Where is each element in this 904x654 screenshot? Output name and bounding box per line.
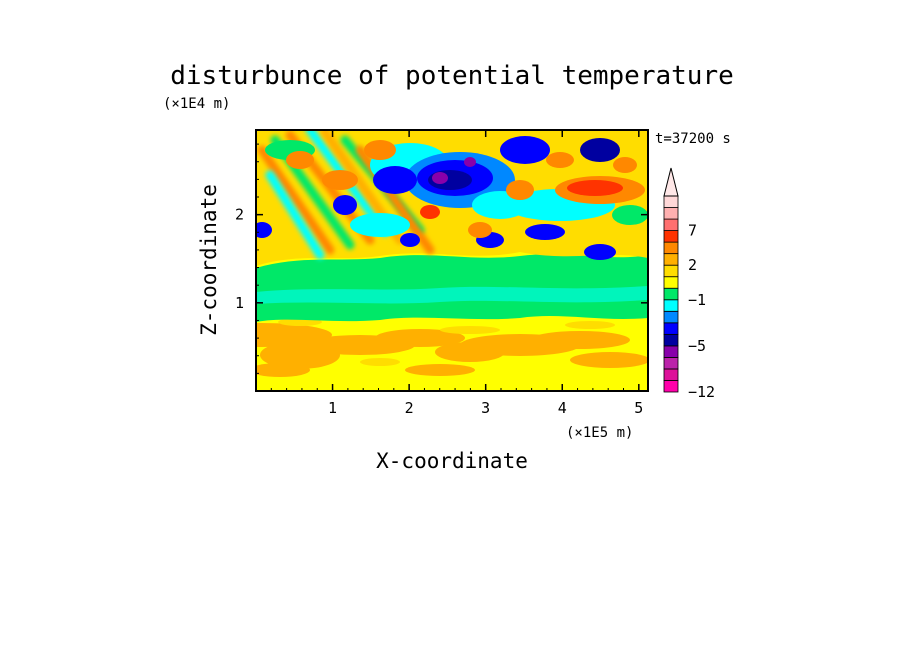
colorbar-segment	[663, 241, 679, 255]
field-core	[286, 151, 314, 169]
colorbar: 7 2 −1 −5 −12	[663, 167, 715, 401]
y-ticks: 12	[235, 143, 648, 374]
colorbar-label: −1	[688, 291, 706, 309]
x-tick-label: 5	[634, 399, 643, 417]
x-tick-label: 3	[481, 399, 490, 417]
field-core	[364, 140, 396, 160]
field-patch	[440, 326, 500, 334]
field-core	[612, 205, 648, 225]
colorbar-segment	[663, 207, 679, 220]
field-core	[256, 222, 272, 238]
field-core	[322, 170, 358, 190]
field-patch	[375, 329, 465, 347]
field-core	[525, 224, 565, 240]
x-tick-label: 2	[405, 399, 414, 417]
contour-field	[256, 130, 648, 377]
plot-frame	[255, 129, 649, 392]
colorbar-segment	[663, 195, 679, 208]
field-patch	[565, 321, 615, 329]
field-core	[468, 222, 492, 238]
colorbar-segment	[663, 253, 679, 266]
x-tick-label: 1	[328, 399, 337, 417]
field-core	[613, 157, 637, 173]
time-label: t=37200 s	[655, 131, 731, 147]
field-streak	[257, 145, 335, 255]
y-axis-label: Z-coordinate	[197, 184, 221, 336]
field-core	[400, 233, 420, 247]
colorbar-segment	[663, 322, 679, 335]
y-tick-label: 1	[235, 294, 244, 312]
field-core	[580, 138, 620, 162]
field-core	[500, 136, 550, 164]
colorbar-segment	[663, 333, 679, 347]
field-core	[584, 244, 616, 260]
y-tick-label: 2	[235, 206, 244, 224]
colorbar-segment	[663, 368, 679, 381]
y-scale-label: (×1E4 m)	[163, 96, 230, 112]
colorbar-label: −12	[688, 383, 715, 401]
colorbar-segment	[663, 230, 679, 243]
field-core	[373, 166, 417, 194]
x-tick-label: 4	[558, 399, 567, 417]
field-band	[256, 286, 648, 304]
colorbar-extend-arrow	[663, 167, 679, 197]
x-axis-label: X-coordinate	[376, 449, 528, 473]
colorbar-segment	[663, 380, 679, 393]
field-core	[420, 205, 440, 219]
field-patch	[530, 331, 630, 349]
field-patch	[570, 352, 648, 368]
colorbar-label: 7	[688, 222, 697, 240]
field-core	[432, 172, 448, 184]
colorbar-label: −5	[688, 337, 706, 355]
colorbar-segment	[663, 345, 679, 358]
field-core	[333, 195, 357, 215]
colorbar-segment	[663, 287, 679, 301]
colorbar-segment	[663, 264, 679, 278]
colorbar-label: 2	[688, 256, 697, 274]
chart-title: disturbunce of potential temperature	[170, 61, 734, 91]
field-core	[464, 157, 476, 167]
colorbar-segment	[663, 276, 679, 289]
field-patch	[256, 363, 310, 377]
field-core	[567, 180, 623, 196]
field-core	[546, 152, 574, 168]
field-patch	[360, 358, 400, 366]
field-core	[350, 213, 410, 237]
colorbar-segment	[663, 310, 679, 324]
colorbar-segment	[663, 299, 679, 312]
plot-area	[256, 130, 648, 391]
colorbar-segment	[663, 218, 679, 231]
colorbar-segment	[663, 357, 679, 370]
x-scale-label: (×1E5 m)	[566, 425, 633, 441]
field-patch	[405, 364, 475, 376]
field-core	[506, 180, 534, 200]
field-streak	[265, 170, 325, 260]
x-ticks: 1 2 3 4 5	[270, 130, 643, 417]
